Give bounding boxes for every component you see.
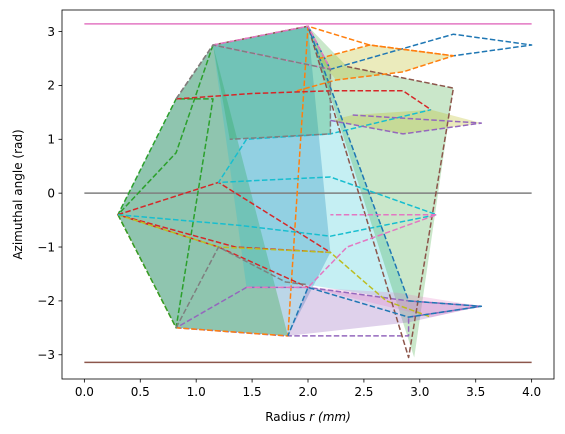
y-tick-label: −3 (37, 348, 55, 362)
y-axis-label: Azimuthal angle (rad) (11, 129, 25, 259)
y-tick-label: 3 (47, 25, 55, 39)
filled-region-3 (213, 26, 409, 301)
y-tick-label: −1 (37, 240, 55, 254)
x-tick-label: 1.5 (243, 385, 262, 399)
filled-region-7 (287, 287, 482, 336)
x-tick-label: 2.5 (354, 385, 373, 399)
x-tick-label: 4.0 (522, 385, 541, 399)
x-tick-label: 2.0 (298, 385, 317, 399)
x-axis-label-text: Radius (265, 410, 309, 424)
x-tick-label: 1.0 (187, 385, 206, 399)
x-axis-label-unit: r (mm) (309, 410, 351, 424)
y-tick-label: 2 (47, 79, 55, 93)
series-line-13 (330, 114, 483, 135)
filled-region-1 (117, 45, 288, 336)
x-tick-label: 0.5 (131, 385, 150, 399)
y-tick-label: 0 (47, 186, 55, 200)
x-axis-label: Radius r (mm) (265, 410, 351, 424)
series-line-12 (175, 44, 332, 141)
series-line-4 (117, 213, 432, 318)
series-line-14 (246, 213, 438, 289)
filled-region-5 (319, 45, 454, 80)
x-tick-label: 3.5 (466, 385, 485, 399)
y-tick-label: −2 (37, 294, 55, 308)
series-line-9 (296, 44, 455, 92)
series-line-10 (212, 25, 332, 71)
filled-region-8 (308, 287, 482, 318)
filled-region-0 (117, 26, 331, 336)
series-line-15 (175, 246, 309, 329)
y-tick-label: 1 (47, 133, 55, 147)
filled-region-4 (308, 26, 454, 358)
x-tick-label: 0.0 (75, 385, 94, 399)
x-tick-label: 3.0 (410, 385, 429, 399)
series-line-5 (117, 108, 438, 237)
series-line-6 (175, 25, 455, 359)
plot-background (62, 10, 554, 379)
filled-region-2 (213, 26, 331, 140)
